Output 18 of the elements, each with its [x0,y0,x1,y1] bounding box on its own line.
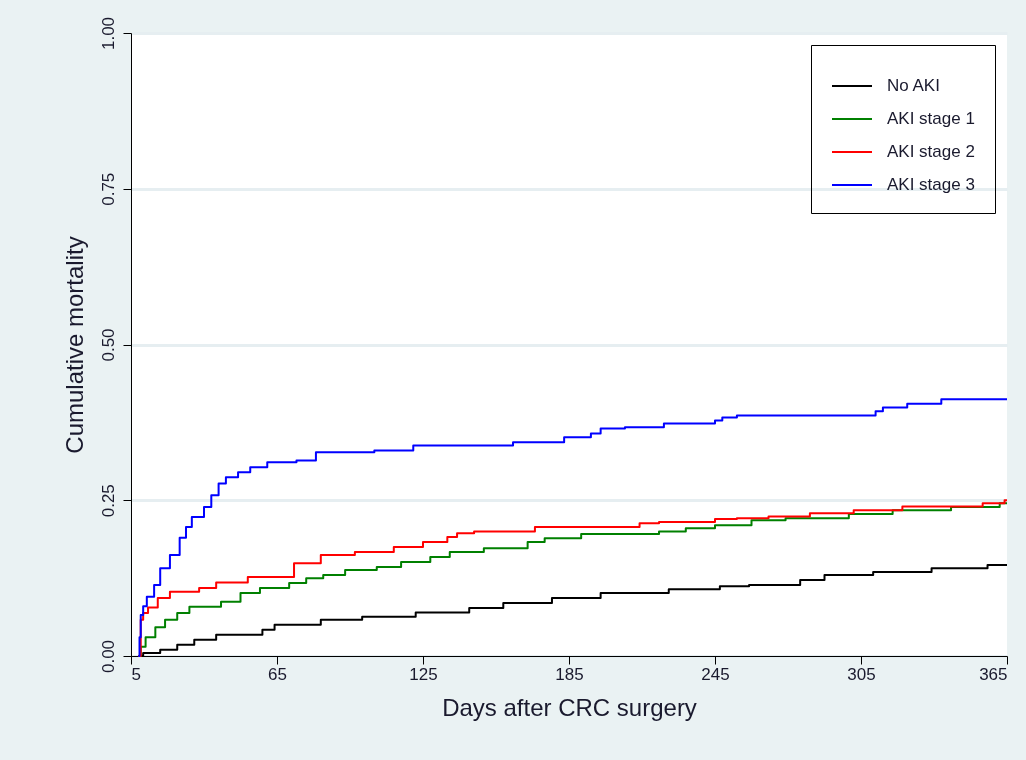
y-tick-label: 1.00 [98,16,118,51]
x-tick-label: 5 [131,664,141,684]
x-axis-title: Days after CRC surgery [442,693,697,721]
y-tick-label: 0.75 [98,172,118,206]
legend-label: AKI stage 1 [887,109,975,128]
legend-label: AKI stage 3 [887,175,975,194]
x-tick-label: 365 [979,664,1008,684]
y-tick-label: 0.00 [98,639,118,674]
y-tick-label: 0.50 [98,328,118,362]
x-tick-label: 65 [268,664,287,684]
legend-label: AKI stage 2 [887,142,975,161]
x-tick-label: 245 [701,664,730,684]
y-tick-label: 0.25 [98,484,118,518]
x-tick-label: 125 [409,664,438,684]
legend-label: No AKI [887,76,940,95]
x-tick-label: 185 [555,664,584,684]
x-tick-label: 305 [847,664,876,684]
y-axis-title: Cumulative mortality [60,236,88,454]
